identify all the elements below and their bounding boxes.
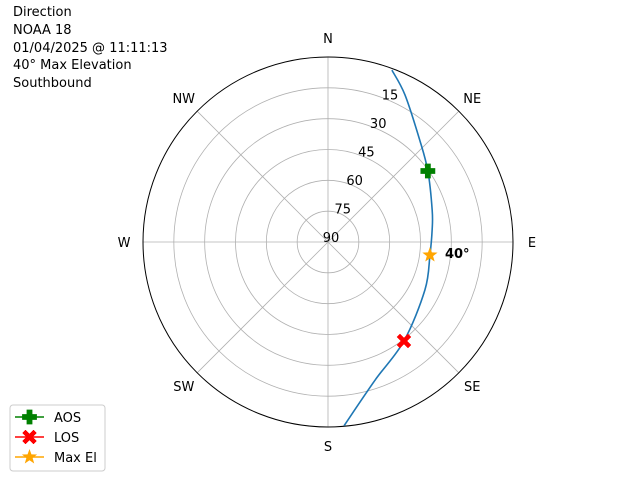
title-line: Southbound	[13, 76, 92, 92]
marker-aos	[420, 163, 436, 179]
compass-label: NW	[172, 92, 195, 107]
polar-frame	[142, 56, 514, 428]
compass-label: S	[324, 440, 332, 455]
max-elevation-annotation: 40°	[445, 247, 470, 262]
compass-label: N	[323, 32, 333, 47]
legend-label: AOS	[54, 411, 81, 426]
compass-label: W	[118, 236, 131, 251]
compass-label: SE	[464, 380, 480, 395]
legend-marker	[21, 449, 38, 464]
radial-tick-label: 45	[358, 146, 375, 161]
legend-marker	[22, 429, 37, 445]
chart-title: Direction NOAA 18 01/04/2025 @ 11:11:13 …	[13, 4, 168, 93]
compass-label: NE	[463, 92, 481, 107]
grid-spoke	[196, 241, 329, 374]
title-line: NOAA 18	[13, 22, 72, 38]
compass-label: E	[528, 236, 536, 251]
satellite-track	[343, 69, 434, 427]
grid-spoke	[196, 110, 329, 243]
legend-label: Max El	[54, 451, 97, 466]
title-line: Direction	[13, 5, 72, 20]
grid-spoke	[327, 110, 460, 243]
legend: AOS LOS Max El	[9, 404, 106, 472]
radial-tick-label: 30	[370, 117, 387, 132]
marker-max-el	[422, 247, 438, 262]
radial-tick-label: 60	[346, 174, 363, 189]
legend-marker	[22, 409, 37, 425]
compass-label: SW	[173, 380, 194, 395]
grid-spoke	[327, 241, 460, 374]
title-line: 40° Max Elevation	[13, 58, 132, 74]
radial-tick-label: 15	[382, 89, 399, 104]
radial-tick-label: 90	[323, 231, 340, 246]
radial-tick-label: 75	[335, 203, 352, 218]
title-line: 01/04/2025 @ 11:11:13	[13, 40, 168, 56]
legend-label: LOS	[54, 431, 79, 446]
marker-los	[396, 333, 412, 349]
